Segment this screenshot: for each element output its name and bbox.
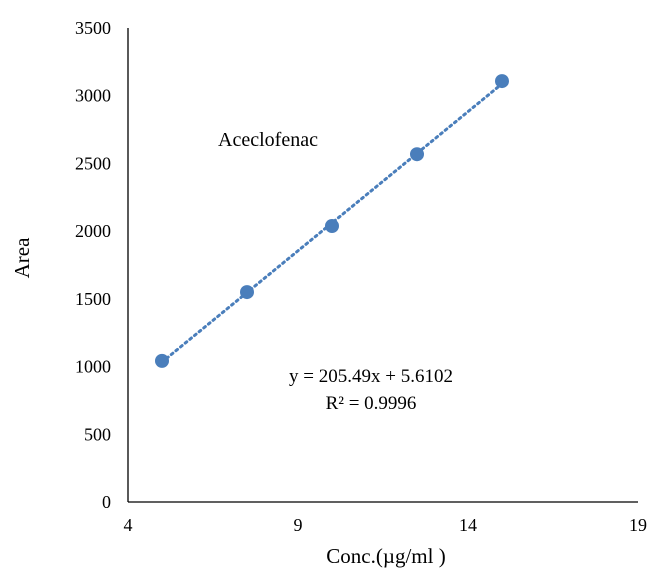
y-tick-label: 2000	[75, 221, 111, 241]
r-squared-label: R² = 0.9996	[326, 393, 417, 414]
x-tick-label: 14	[459, 515, 477, 535]
y-axis-title: Area	[10, 237, 34, 278]
data-point	[410, 147, 424, 162]
data-point	[155, 353, 169, 368]
x-tick-label: 9	[294, 515, 303, 535]
x-tick-label: 4	[124, 515, 133, 535]
y-tick-label: 2500	[75, 153, 111, 173]
x-axis-ticks: 4 9 14 19	[124, 515, 648, 535]
y-tick-label: 1000	[75, 357, 111, 377]
y-tick-label: 1500	[75, 289, 111, 309]
trendline-equation: y = 205.49x + 5.6102	[289, 366, 453, 387]
data-points	[155, 74, 509, 368]
y-axis-ticks: 0 500 1000 1500 2000 2500 3000 3500	[75, 18, 111, 512]
trendline	[160, 82, 504, 364]
y-tick-label: 3500	[75, 18, 111, 38]
data-point	[325, 218, 339, 233]
chart-annotation: Aceclofenac	[218, 129, 318, 151]
data-point	[240, 285, 254, 300]
y-tick-label: 0	[102, 492, 111, 512]
data-point	[495, 74, 509, 89]
y-tick-label: 500	[84, 424, 111, 444]
y-tick-label: 3000	[75, 86, 111, 106]
x-tick-label: 19	[629, 515, 647, 535]
x-axis-title: Conc.(µg/ml )	[326, 544, 445, 568]
